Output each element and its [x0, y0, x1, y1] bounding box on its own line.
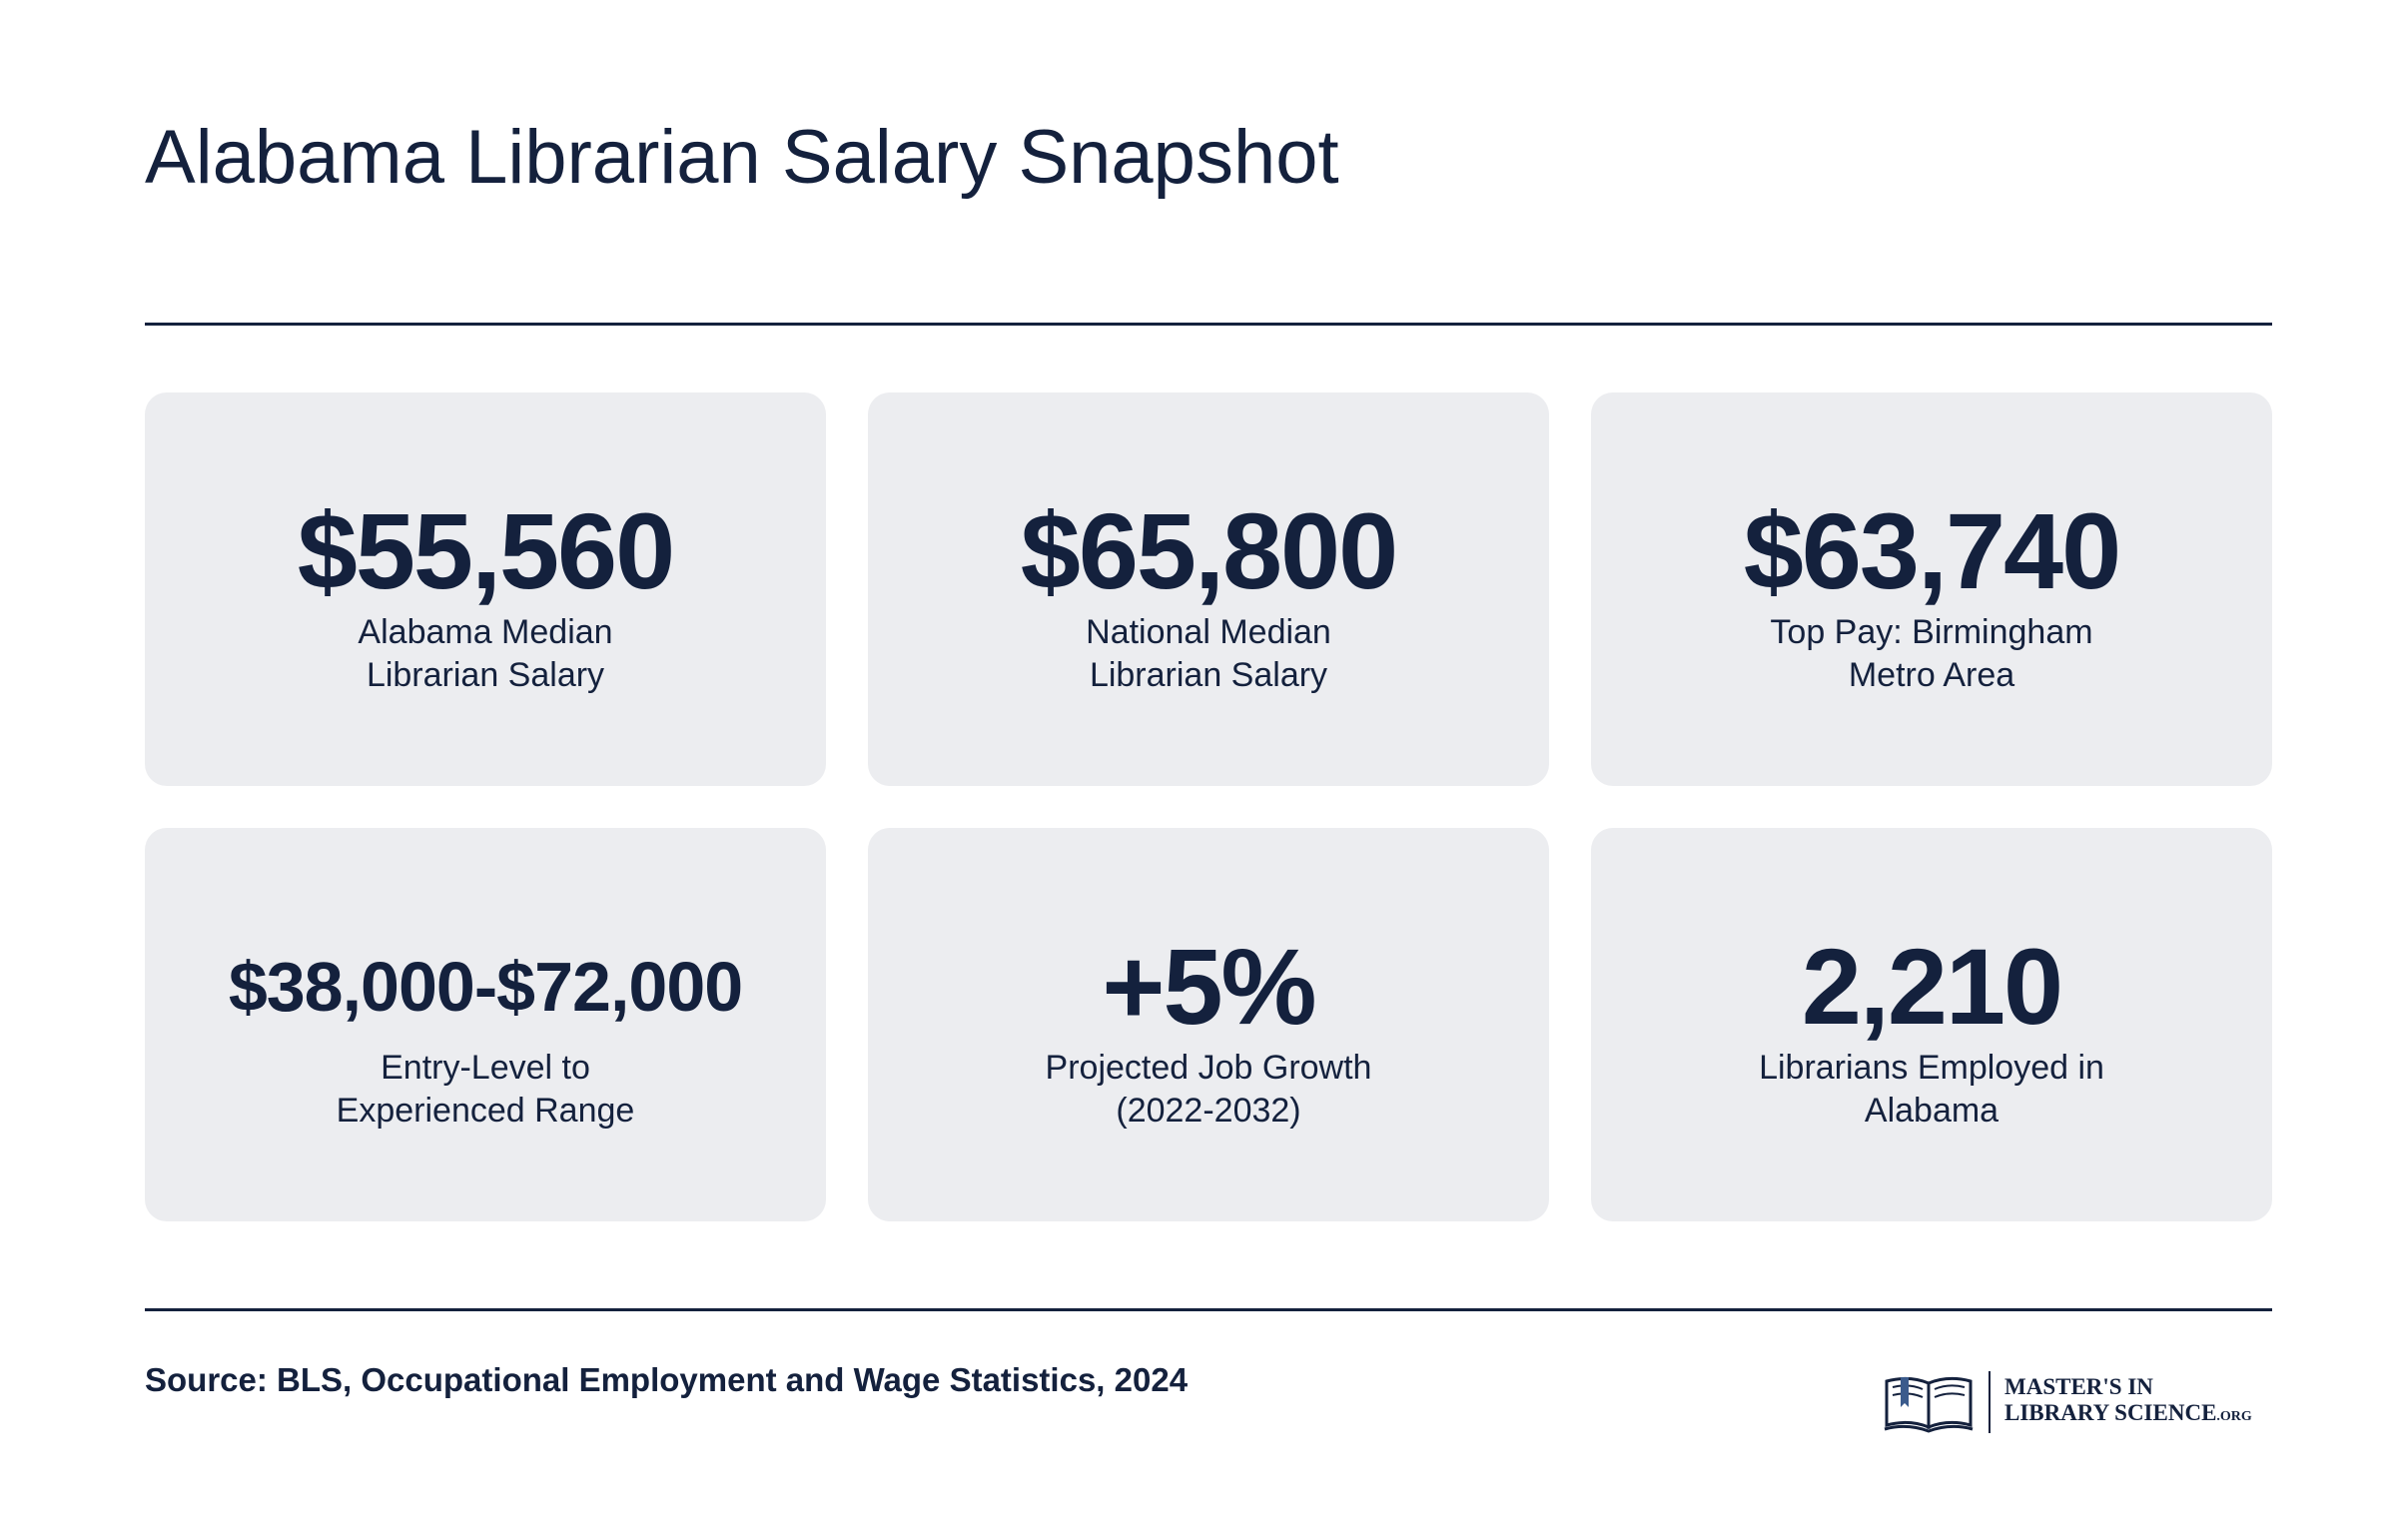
bottom-divider: [145, 1308, 2272, 1311]
stat-label: National Median Librarian Salary: [1086, 613, 1331, 694]
stat-card-job-growth: +5% Projected Job Growth (2022-2032): [868, 828, 1549, 1221]
page-title: Alabama Librarian Salary Snapshot: [145, 115, 1339, 200]
stat-label: Top Pay: Birmingham Metro Area: [1770, 613, 2093, 694]
open-book-icon: [1884, 1376, 1974, 1433]
stat-value: $55,560: [297, 490, 675, 611]
logo-suffix: .ORG: [2216, 1409, 2252, 1424]
site-logo: MASTER'S IN LIBRARY SCIENCE.ORG: [1883, 1362, 2252, 1442]
logo-line-1: MASTER'S IN: [2004, 1374, 2153, 1399]
stat-card-employment: 2,210 Librarians Employed in Alabama: [1591, 828, 2272, 1221]
logo-wordmark: MASTER'S IN LIBRARY SCIENCE.ORG: [2004, 1374, 2252, 1430]
logo-line-2: LIBRARY SCIENCE.ORG: [2004, 1400, 2252, 1430]
top-divider: [145, 323, 2272, 326]
stat-label: Alabama Median Librarian Salary: [358, 613, 613, 694]
logo-divider: [1989, 1371, 1991, 1433]
stat-label: Librarians Employed in Alabama: [1759, 1049, 2104, 1130]
stat-value: 2,210: [1801, 926, 2063, 1047]
stat-label: Entry-Level to Experienced Range: [336, 1049, 635, 1130]
stat-card-salary-range: $38,000-$72,000 Entry-Level to Experienc…: [145, 828, 826, 1221]
stats-grid: $55,560 Alabama Median Librarian Salary …: [145, 392, 2272, 1221]
stat-label: Projected Job Growth (2022-2032): [1045, 1049, 1372, 1130]
stat-value: +5%: [1102, 926, 1316, 1047]
source-citation: Source: BLS, Occupational Employment and…: [145, 1361, 1189, 1398]
infographic: Alabama Librarian Salary Snapshot $55,56…: [145, 0, 2272, 1540]
stat-card-national-median: $65,800 National Median Librarian Salary: [868, 392, 1549, 786]
logo-line-2-text: LIBRARY SCIENCE: [2004, 1400, 2217, 1425]
stat-value: $65,800: [1020, 490, 1398, 611]
stat-value: $63,740: [1743, 490, 2121, 611]
stat-card-alabama-median: $55,560 Alabama Median Librarian Salary: [145, 392, 826, 786]
stat-card-top-pay: $63,740 Top Pay: Birmingham Metro Area: [1591, 392, 2272, 786]
stat-value: $38,000-$72,000: [228, 948, 743, 1026]
